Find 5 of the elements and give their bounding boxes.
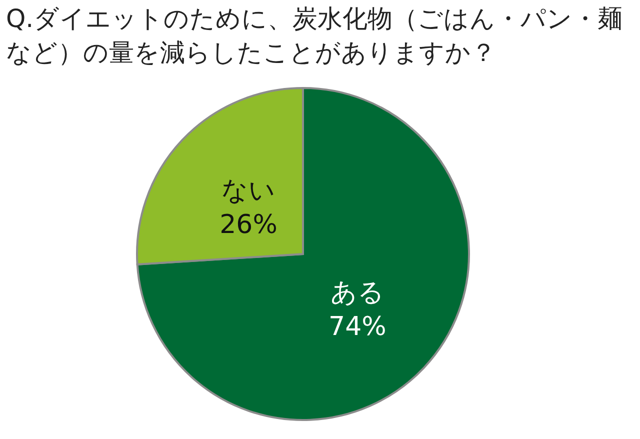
slice-label: ある	[330, 278, 384, 308]
slice-label: ない	[222, 176, 276, 206]
data-label: 26%	[220, 210, 278, 240]
data-label: 74%	[328, 312, 386, 342]
chart-title: Q.ダイエットのために、炭水化物（ごはん・パン・麺など）の量を減らしたことがありますか？	[6, 3, 624, 69]
